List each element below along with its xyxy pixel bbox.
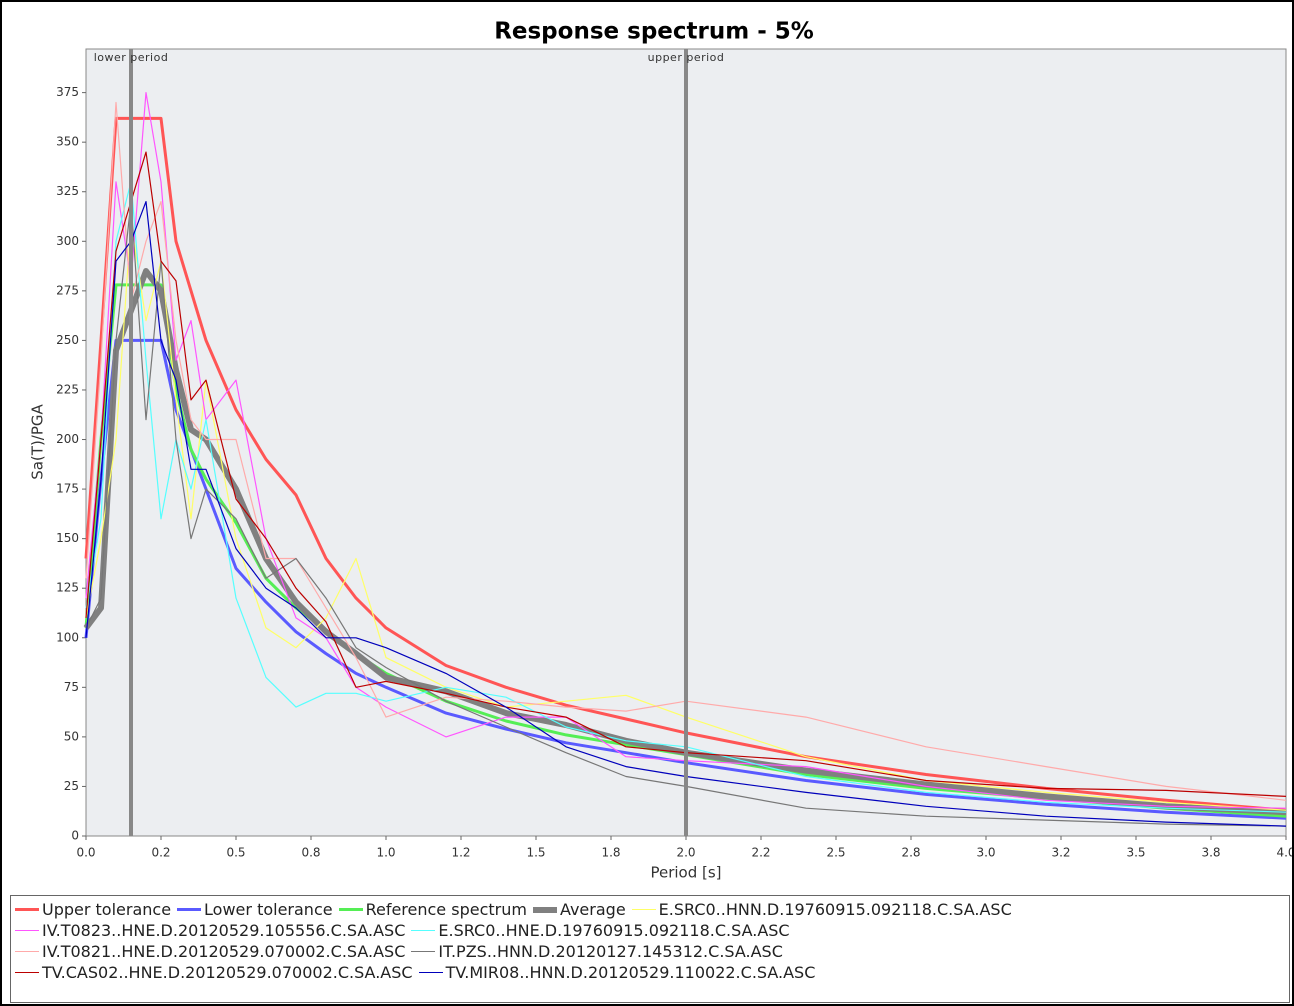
x-tick-label: 0.0: [76, 846, 95, 860]
x-tick-label: 2.5: [826, 846, 845, 860]
legend-swatch: [532, 906, 557, 913]
x-tick-label: 0.8: [301, 846, 320, 860]
legend: Upper tolerance Lower tolerance Reference …: [10, 895, 1290, 1003]
legend-label: E.SRC0..HNE.D.19760915.092118.C.SA.ASC: [438, 921, 790, 940]
y-tick-label: 150: [56, 531, 79, 545]
legend-label: Upper tolerance: [42, 900, 172, 919]
legend-label: Lower tolerance: [204, 900, 333, 919]
x-tick-label: 0.5: [226, 846, 245, 860]
y-tick-label: 325: [56, 184, 79, 198]
legend-label: TV.CAS02..HNE.D.20120529.070002.C.SA.ASC: [42, 963, 413, 982]
legend-entry: Reference spectrum: [338, 899, 527, 920]
y-tick-label: 375: [56, 85, 79, 99]
legend-entry: TV.CAS02..HNE.D.20120529.070002.C.SA.ASC: [15, 962, 413, 983]
x-tick-label: 1.8: [601, 846, 620, 860]
legend-entry: IT.PZS..HNN.D.20120127.145312.C.SA.ASC: [411, 941, 783, 962]
legend-swatch: [418, 972, 443, 973]
series-line: [85, 220, 1287, 811]
legend-label: Reference spectrum: [365, 900, 527, 919]
chart: Response spectrum - 5% Period [s] Sa(T)/…: [29, 19, 1293, 882]
x-tick-label: 3.0: [976, 846, 995, 860]
y-tick-label: 125: [56, 581, 79, 595]
series-line: [84, 338, 1287, 820]
legend-entry: IV.T0821..HNE.D.20120529.070002.C.SA.ASC: [15, 941, 405, 962]
y-tick-label: 200: [56, 432, 79, 446]
y-tick-label: 225: [56, 382, 79, 396]
period-marker-label: lower period: [94, 51, 169, 64]
x-tick-label: 4.0: [1276, 846, 1292, 860]
series-line: [85, 181, 1287, 813]
x-tick-label: 1.0: [376, 846, 395, 860]
series-line: [83, 268, 1287, 816]
legend-label: IV.T0823..HNE.D.20120529.105556.C.SA.ASC: [42, 921, 406, 940]
y-tick-label: 75: [64, 680, 79, 694]
y-tick-label: 25: [64, 779, 79, 793]
x-tick-label: 2.8: [901, 846, 920, 860]
series-line: [85, 101, 1287, 801]
y-tick-label: 50: [64, 729, 79, 743]
x-tick-label: 3.2: [1051, 846, 1070, 860]
x-tick-label: 1.2: [451, 846, 470, 860]
legend-swatch: [15, 908, 39, 911]
x-tick-label: 1.5: [526, 846, 545, 860]
legend-entry: E.SRC0..HNN.D.19760915.092118.C.SA.ASC: [631, 899, 1012, 920]
legend-swatch: [411, 930, 436, 931]
legend-entry: Average: [532, 899, 626, 920]
legend-entry: TV.MIR08..HNN.D.20120529.110022.C.SA.ASC: [418, 962, 816, 983]
legend-swatch: [15, 972, 39, 973]
x-tick-label: 3.8: [1201, 846, 1220, 860]
x-axis-label: Period [s]: [650, 864, 721, 882]
y-axis-label: Sa(T)/PGA: [29, 403, 47, 479]
x-tick-label: 0.2: [151, 846, 170, 860]
period-marker-label: upper period: [648, 51, 725, 64]
y-tick-label: 100: [56, 630, 79, 644]
chart-title: Response spectrum - 5%: [494, 19, 814, 45]
legend-swatch: [15, 930, 39, 931]
series-line: [85, 151, 1287, 797]
y-tick-label: 250: [56, 333, 79, 347]
legend-swatch: [631, 909, 656, 910]
legend-swatch: [338, 908, 363, 911]
y-tick-label: 275: [56, 283, 79, 297]
legend-label: IT.PZS..HNN.D.20120127.145312.C.SA.ASC: [438, 942, 783, 961]
y-tick-label: 350: [56, 135, 79, 149]
series-line: [85, 201, 1287, 827]
y-tick-label: 175: [56, 482, 79, 496]
y-tick-label: 300: [56, 234, 79, 248]
legend-label: E.SRC0..HNN.D.19760915.092118.C.SA.ASC: [658, 900, 1012, 919]
y-tick-label: 0: [71, 829, 79, 843]
legend-entry: IV.T0823..HNE.D.20120529.105556.C.SA.ASC: [15, 920, 405, 941]
legend-label: TV.MIR08..HNN.D.20120529.110022.C.SA.ASC: [445, 963, 816, 982]
legend-entry: Upper tolerance: [15, 899, 171, 920]
legend-swatch: [177, 908, 202, 911]
legend-swatch: [15, 951, 39, 952]
x-tick-label: 2.0: [676, 846, 695, 860]
legend-label: Average: [559, 900, 626, 919]
x-tick-label: 2.2: [751, 846, 770, 860]
legend-swatch: [411, 951, 436, 952]
legend-entry: Lower tolerance: [177, 899, 333, 920]
x-tick-label: 3.5: [1126, 846, 1145, 860]
series-line: [85, 201, 1287, 827]
legend-label: IV.T0821..HNE.D.20120529.070002.C.SA.ASC: [42, 942, 406, 961]
legend-items: Upper tolerance Lower tolerance Reference …: [15, 899, 1135, 983]
legend-entry: E.SRC0..HNE.D.19760915.092118.C.SA.ASC: [411, 920, 790, 941]
